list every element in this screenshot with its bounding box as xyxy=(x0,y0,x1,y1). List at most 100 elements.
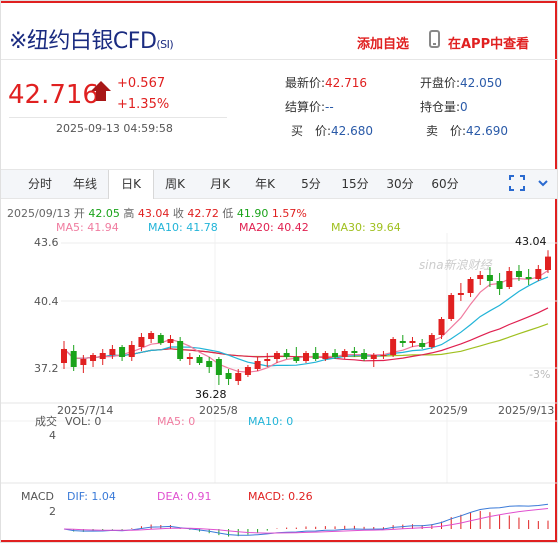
candle xyxy=(486,267,493,287)
candle xyxy=(90,353,97,367)
candle-body xyxy=(138,337,145,347)
candle-body xyxy=(303,353,309,361)
candle-body xyxy=(109,349,116,355)
candle xyxy=(167,335,174,349)
candle xyxy=(254,357,261,371)
frame-accent-right xyxy=(555,1,557,542)
tab-weekly-k[interactable]: 周K xyxy=(165,177,185,191)
candle-body xyxy=(486,275,493,281)
high-label: 高 xyxy=(123,207,135,220)
volume-ma5: MA5: 0 xyxy=(157,415,195,428)
candle xyxy=(409,337,416,347)
volume-value: VOL: 0 xyxy=(65,415,101,428)
candle xyxy=(390,337,397,357)
candle xyxy=(273,351,280,363)
y-tick-right-label: -3% xyxy=(529,368,550,381)
candle-body xyxy=(196,357,203,363)
grid xyxy=(1,233,557,484)
quote-field-value: 42.690 xyxy=(466,124,509,138)
price-change-percent: +1.35% xyxy=(117,97,170,112)
up-arrow-icon xyxy=(91,81,111,91)
ma-legend-ma20: MA20: 40.42 xyxy=(239,221,309,234)
candle-body xyxy=(177,341,184,359)
volume-title: 成交 xyxy=(35,414,57,428)
candle xyxy=(186,353,193,365)
candle-body xyxy=(477,275,484,279)
candle-body xyxy=(399,341,406,343)
period-tabs: 分时 年线 日K 周K 月K 年K 5分 15分 30分 60分 xyxy=(1,169,557,199)
ma-legend-ma10: MA10: 41.78 xyxy=(148,221,218,234)
macd-plot xyxy=(63,503,549,537)
candle-body xyxy=(419,343,426,347)
quote-field-value: 42.716 xyxy=(325,76,368,90)
frame-accent-top xyxy=(1,1,557,3)
quote-field-bid: 买 价:42.680 xyxy=(291,120,373,139)
candle-body xyxy=(496,281,503,289)
tab-monthly-k[interactable]: 月K xyxy=(210,177,230,191)
candle xyxy=(293,347,300,363)
tab-yearly-k[interactable]: 年K xyxy=(255,177,275,191)
macd-title: MACD xyxy=(21,490,54,503)
candle xyxy=(119,345,126,361)
tab-30min[interactable]: 30分 xyxy=(386,177,414,191)
candle-body xyxy=(99,353,106,359)
candle xyxy=(545,250,551,273)
x-tick-label: 2025/8 xyxy=(199,404,238,417)
candle xyxy=(70,345,77,371)
candle-body xyxy=(273,353,280,359)
close-value: 42.72 xyxy=(187,207,219,220)
ohlc-info-line: 2025/09/13 开 42.05 高 43.04 收 42.72 低 41.… xyxy=(7,205,307,221)
candle xyxy=(177,337,184,361)
last-price: 42.716 xyxy=(8,80,99,110)
kline-chart[interactable]: sina新浪财经 43.6 40.4 37.2 -3% 43.04 36.28 … xyxy=(1,233,557,542)
tab-intraday[interactable]: 分时 xyxy=(27,177,52,191)
frame-accent-bottom xyxy=(1,540,557,542)
candle-body xyxy=(428,335,435,347)
tab-5min[interactable]: 5分 xyxy=(301,177,321,191)
close-label: 收 xyxy=(172,207,184,220)
open-label: 开 xyxy=(73,207,85,220)
fullscreen-icon[interactable] xyxy=(509,175,525,191)
candle-body xyxy=(448,295,455,319)
view-in-app-button[interactable]: 在APP中查看 xyxy=(448,37,530,52)
candle-body xyxy=(235,373,242,381)
candle xyxy=(535,265,542,281)
candle xyxy=(428,333,435,349)
candle xyxy=(370,353,377,367)
candle-body xyxy=(61,349,67,363)
candle xyxy=(496,273,503,295)
tab-15min[interactable]: 15分 xyxy=(341,177,369,191)
open-value: 42.05 xyxy=(88,207,120,220)
chevron-down-icon[interactable] xyxy=(537,177,549,189)
candle-body xyxy=(380,355,387,356)
candle xyxy=(61,341,67,369)
add-favorite-button[interactable]: 添加自选 xyxy=(357,37,410,52)
quote-field-last: 最新价:42.716 xyxy=(285,72,367,91)
title-suffix: (SI) xyxy=(156,38,174,51)
candles xyxy=(61,250,551,385)
candle-body xyxy=(361,353,368,359)
candle xyxy=(467,277,474,297)
phone-icon[interactable] xyxy=(429,30,440,48)
macd-y-tick: 2 xyxy=(49,505,56,518)
title-text: ※纽约白银CFD xyxy=(9,29,157,54)
candle-body xyxy=(293,357,300,361)
candle xyxy=(196,355,203,365)
quote-field-label: 卖 价: xyxy=(426,124,467,138)
candle-body xyxy=(283,353,290,357)
quote-field-value: -- xyxy=(325,100,334,114)
candle xyxy=(264,353,271,367)
candle-body xyxy=(264,359,271,361)
candle xyxy=(477,271,484,285)
tab-60min[interactable]: 60分 xyxy=(431,177,459,191)
quote-field-label: 持仓量: xyxy=(420,100,461,114)
ma10-line xyxy=(63,276,549,367)
tab-yearline[interactable]: 年线 xyxy=(72,177,97,191)
candle xyxy=(515,265,522,281)
candle-body xyxy=(390,339,397,355)
candle xyxy=(332,349,339,359)
candle-body xyxy=(535,269,542,279)
tab-daily-k[interactable]: 日K xyxy=(108,170,154,199)
candle-body xyxy=(409,341,416,343)
